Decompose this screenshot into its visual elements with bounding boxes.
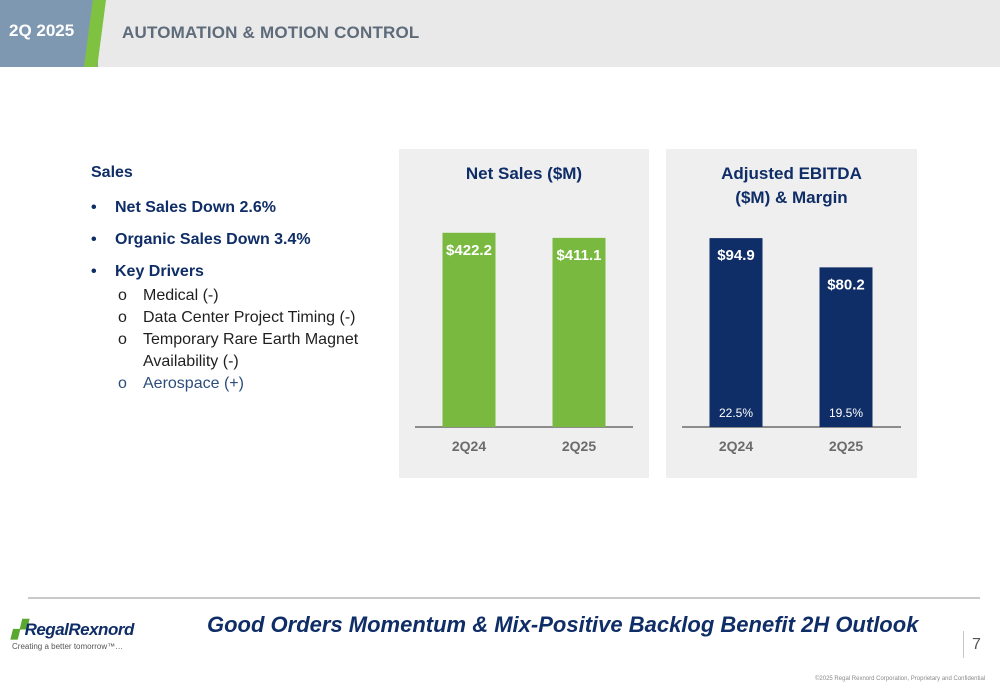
chart-title-line-1: Adjusted EBITDA: [721, 164, 862, 183]
tagline: Creating a better tomorrow™…: [12, 642, 124, 651]
driver-text: Temporary Rare Earth Magnet: [143, 331, 359, 348]
bar-2Q25: [819, 267, 873, 427]
bottom-headline: Good Orders Momentum & Mix-Positive Back…: [207, 612, 919, 637]
margin-label: 19.5%: [829, 406, 863, 420]
sub-marker: o: [118, 287, 127, 304]
bullet-marker: •: [91, 231, 97, 248]
company-logo: ▞RegalRexnord: [12, 620, 134, 640]
x-tick-label: 2Q24: [452, 438, 486, 454]
footer-divider: [28, 597, 980, 599]
bullet-marker: •: [91, 199, 97, 216]
driver-text: Data Center Project Timing (-): [143, 309, 356, 326]
bar-2Q24: [442, 232, 496, 427]
bullet-text: Organic Sales Down 3.4%: [115, 231, 311, 248]
adjusted-ebitda-chart: Adjusted EBITDA ($M) & Margin $94.9 2Q24 2…: [666, 149, 917, 478]
driver-text: Medical (-): [143, 287, 219, 304]
sub-marker: o: [118, 331, 127, 348]
page-number: 7: [972, 636, 981, 653]
bullet-key-drivers: • Key Drivers: [91, 263, 204, 281]
bar-2Q25: [552, 237, 606, 427]
period-tab: [0, 0, 98, 67]
bar-2Q24: [709, 238, 763, 427]
sub-marker: o: [118, 375, 127, 392]
adjusted-ebitda-plot: $94.9 2Q24 22.5% $80.2 2Q25 19.5%: [682, 238, 901, 454]
driver-item: o Aerospace (+): [118, 375, 244, 393]
page-title: AUTOMATION & MOTION CONTROL: [122, 23, 420, 42]
sub-marker: o: [118, 309, 127, 326]
margin-label: 22.5%: [719, 406, 753, 420]
x-tick-label: 2Q25: [562, 438, 596, 454]
bullet-text: Net Sales Down 2.6%: [115, 199, 276, 216]
bar-value-label: $411.1: [556, 247, 601, 264]
bar-value-label: $94.9: [717, 247, 755, 264]
bullet-organic-sales: • Organic Sales Down 3.4%: [91, 231, 311, 249]
x-tick-label: 2Q25: [829, 438, 863, 454]
chart-title: Net Sales ($M): [465, 164, 583, 183]
driver-item-continued: Availability (-): [118, 353, 239, 371]
page-number-divider: [963, 631, 964, 658]
sales-heading: Sales: [91, 164, 133, 181]
logo-mark: ▞: [12, 620, 25, 639]
driver-item: o Temporary Rare Earth Magnet: [118, 331, 358, 349]
net-sales-chart: Net Sales ($M) $422.2 2Q24 $411.1 2Q25: [399, 149, 649, 478]
period-label: 2Q 2025: [9, 21, 75, 40]
logo-word-1: Regal: [24, 620, 69, 639]
copyright-notice: ©2025 Regal Rexnord Corporation, Proprie…: [815, 676, 986, 682]
driver-text: Aerospace (+): [143, 375, 244, 392]
logo-word-2: Rexnord: [68, 620, 134, 639]
driver-text: Availability (-): [143, 353, 239, 370]
bar-value-label: $422.2: [446, 242, 492, 259]
driver-item: o Data Center Project Timing (-): [118, 309, 356, 327]
bullet-net-sales: • Net Sales Down 2.6%: [91, 199, 276, 217]
driver-item: o Medical (-): [118, 287, 219, 305]
bar-value-label: $80.2: [827, 276, 865, 293]
chart-title-line-2: ($M) & Margin: [735, 188, 848, 207]
sales-summary: Sales • Net Sales Down 2.6% • Organic Sale…: [91, 164, 381, 392]
bullet-marker: •: [91, 263, 97, 280]
header-bar: 2Q 2025 AUTOMATION & MOTION CONTROL: [0, 0, 1000, 67]
x-tick-label: 2Q24: [719, 438, 753, 454]
bullet-text: Key Drivers: [115, 263, 204, 280]
net-sales-plot: $422.2 2Q24 $411.1 2Q25: [415, 232, 633, 454]
